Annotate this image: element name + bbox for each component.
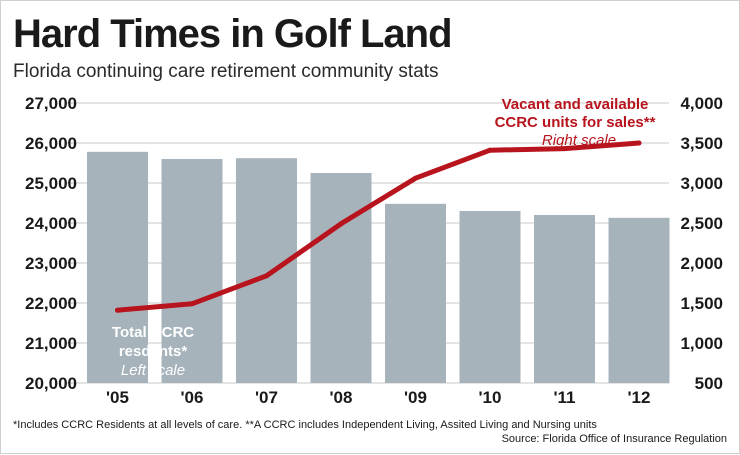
x-axis-ticks: '05 '06 '07 '08 '09 '10 '11 '12 [106,388,650,407]
right-tick-label: 1,500 [680,294,723,313]
line-point [264,273,269,279]
right-tick-label: 2,000 [680,254,723,273]
left-axis-ticks: 20,000 21,000 22,000 23,000 24,000 25,000 26,0… [25,94,77,393]
bar [608,217,670,383]
line-point [487,147,493,153]
left-tick-label: 21,000 [25,334,77,353]
line-label-2: CCRC units for sales** [495,114,656,131]
x-tick-label: '12 [628,388,651,407]
right-tick-label: 500 [695,374,723,393]
x-tick-label: '08 [330,388,353,407]
bar [161,159,223,383]
line-series [115,140,642,313]
bar [459,211,521,383]
x-tick-label: '07 [255,388,278,407]
bar [385,203,446,383]
x-tick-label: '09 [404,388,427,407]
x-tick-label: '11 [553,388,575,407]
line-point [115,307,120,313]
bar [236,158,297,383]
left-tick-label: 22,000 [25,294,77,313]
bar-series [87,151,670,383]
line-point [636,140,642,146]
right-tick-label: 2,500 [680,214,723,233]
right-tick-label: 4,000 [680,94,723,113]
right-tick-label: 3,000 [680,174,723,193]
left-tick-label: 20,000 [25,374,77,393]
footnote: *Includes CCRC Residents at all levels o… [13,419,597,431]
line-point [413,175,418,181]
chart-title: Hard Times in Golf Land [13,12,452,56]
x-tick-label: '10 [479,388,502,407]
left-tick-label: 27,000 [25,94,77,113]
chart-subtitle: Florida continuing care retirement commu… [13,61,439,82]
bar [310,173,372,383]
right-tick-label: 1,000 [680,334,723,353]
line-point [189,301,195,307]
line-scale-label: Right scale [542,132,616,149]
bar-label-2: resdents* [119,343,188,360]
left-tick-label: 25,000 [25,174,77,193]
source-note: Source: Florida Office of Insurance Regu… [502,433,727,445]
bar [534,215,595,383]
line-point [338,221,344,227]
right-tick-label: 3,500 [680,134,723,153]
bar [87,151,148,383]
x-tick-label: '06 [181,388,204,407]
bar-label-1: Total CCRC [112,324,194,341]
left-tick-label: 24,000 [25,214,77,233]
left-tick-label: 23,000 [25,254,77,273]
x-tick-label: '05 [106,388,129,407]
line-point [562,146,567,152]
left-tick-label: 26,000 [25,134,77,153]
line-path [115,140,642,313]
bar-scale-label: Left scale [121,362,185,379]
right-axis-ticks: 500 1,000 1,500 2,000 2,500 3,000 3,500 4,000 [680,94,723,393]
line-label-1: Vacant and available [502,96,649,113]
